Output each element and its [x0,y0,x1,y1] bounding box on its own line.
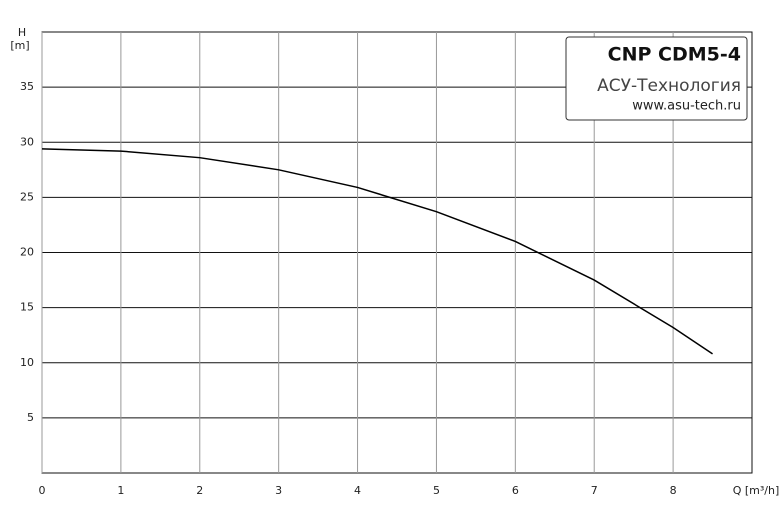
y-tick-label: 15 [20,301,34,314]
y-axis-unit: [m] [10,39,29,52]
y-tick-label: 25 [20,190,34,203]
y-tick-label: 35 [20,80,34,93]
y-tick-label: 20 [20,246,34,259]
x-tick-label: 5 [433,484,440,497]
x-tick-label: 7 [591,484,598,497]
annotation: АСУ-Технология [597,76,741,96]
curve [41,148,713,355]
x-tick-label: 8 [670,484,677,497]
x-axis-label: Q [m³/h] [733,484,780,497]
y-tick-label: 5 [27,411,34,424]
x-tick-label: 2 [196,484,203,497]
x-tick-label: 1 [117,484,124,497]
annotation: CNP CDM5-4 [608,44,741,66]
y-axis-label: H [18,26,26,39]
y-tick-label: 30 [20,135,34,148]
annotation: www.asu-tech.ru [632,99,741,114]
x-tick-label: 6 [512,484,519,497]
y-tick-label: 10 [20,356,34,369]
x-tick-label: 3 [275,484,282,497]
x-tick-label: 0 [39,484,46,497]
x-tick-label: 4 [354,484,361,497]
label-box [565,36,748,121]
